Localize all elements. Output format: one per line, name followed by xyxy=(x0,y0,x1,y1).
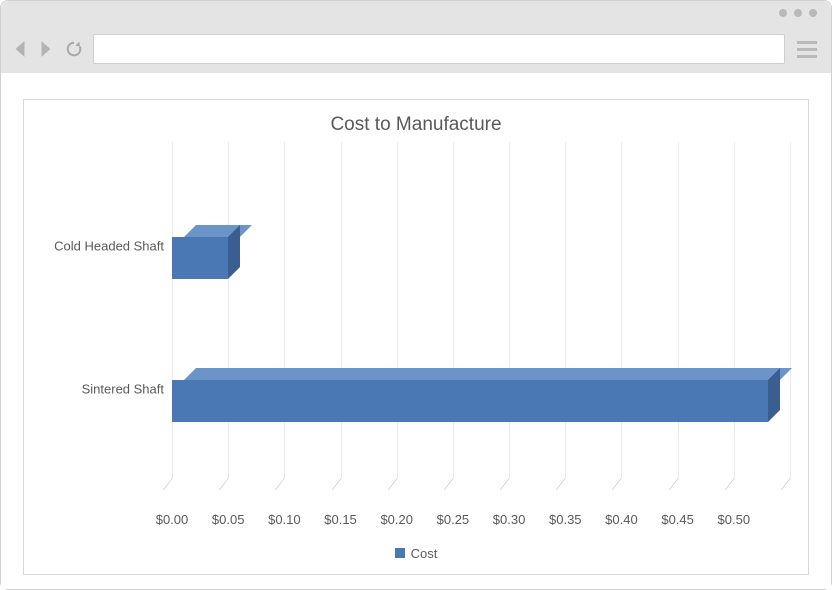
legend: Cost xyxy=(42,540,790,566)
x-tick-label: $0.40 xyxy=(605,512,638,527)
grid-line xyxy=(565,142,566,478)
window-dot xyxy=(809,9,817,17)
axis-tick xyxy=(724,478,734,490)
axis-tick xyxy=(612,478,622,490)
window-dot xyxy=(779,9,787,17)
y-category-label: Cold Headed Shaft xyxy=(54,239,164,254)
reload-icon xyxy=(65,40,83,58)
x-axis-row: $0.00 $0.05 $0.10 $0.15 $0.20 $0.25 $0.30 $0.35… xyxy=(42,506,790,540)
browser-window: Cost to Manufacture Cold Headed Shaft Sin… xyxy=(0,0,832,590)
axis-tick xyxy=(444,478,454,490)
x-tick-label: $0.45 xyxy=(661,512,694,527)
plot-wrap: Cold Headed Shaft Sintered Shaft xyxy=(42,142,790,506)
axis-tick xyxy=(781,478,791,490)
bar-top-face xyxy=(184,368,792,380)
grid-line xyxy=(284,142,285,478)
grid-line xyxy=(790,142,791,478)
x-tick-label: $0.05 xyxy=(212,512,245,527)
back-button[interactable] xyxy=(11,37,29,61)
bar xyxy=(172,225,240,279)
bar-front-face xyxy=(172,380,768,422)
chart-title: Cost to Manufacture xyxy=(42,114,790,136)
plot-area xyxy=(172,142,790,506)
legend-swatch xyxy=(395,548,405,558)
grid-line xyxy=(621,142,622,478)
reload-button[interactable] xyxy=(63,38,85,60)
grid-line xyxy=(397,142,398,478)
chart-panel: Cost to Manufacture Cold Headed Shaft Sin… xyxy=(23,99,809,575)
back-icon xyxy=(13,40,27,58)
axis-tick xyxy=(556,478,566,490)
y-category-label: Sintered Shaft xyxy=(82,381,164,396)
forward-icon xyxy=(39,40,53,58)
grid-line xyxy=(228,142,229,478)
x-tick-label: $0.30 xyxy=(493,512,526,527)
bar-front-face xyxy=(172,237,228,279)
content-area: Cost to Manufacture Cold Headed Shaft Sin… xyxy=(1,73,831,589)
url-input[interactable] xyxy=(93,34,785,64)
axis-tick xyxy=(275,478,285,490)
window-dot xyxy=(794,9,802,17)
menu-icon xyxy=(797,48,817,51)
bar-side-face xyxy=(228,225,240,279)
grid-line xyxy=(453,142,454,478)
x-spacer xyxy=(42,506,172,540)
axis-tick xyxy=(668,478,678,490)
bar-top-face xyxy=(184,225,252,237)
grid-line xyxy=(678,142,679,478)
x-tick-label: $0.15 xyxy=(324,512,357,527)
grid-line xyxy=(509,142,510,478)
axis-tick xyxy=(331,478,341,490)
y-axis-labels: Cold Headed Shaft Sintered Shaft xyxy=(42,142,172,506)
grid-line xyxy=(734,142,735,478)
forward-button[interactable] xyxy=(37,37,55,61)
axis-tick xyxy=(219,478,229,490)
menu-button[interactable] xyxy=(793,41,821,58)
bar xyxy=(172,368,780,422)
x-tick-label: $0.50 xyxy=(718,512,751,527)
grid-line xyxy=(341,142,342,478)
legend-label: Cost xyxy=(411,546,438,561)
x-tick-label: $0.10 xyxy=(268,512,301,527)
x-tick-label: $0.00 xyxy=(156,512,189,527)
titlebar xyxy=(1,1,831,25)
grid-line xyxy=(172,142,173,478)
x-tick-label: $0.20 xyxy=(380,512,413,527)
menu-icon xyxy=(797,55,817,58)
browser-toolbar xyxy=(1,25,831,73)
x-tick-label: $0.35 xyxy=(549,512,582,527)
axis-tick xyxy=(387,478,397,490)
x-tick-label: $0.25 xyxy=(437,512,470,527)
x-axis-labels: $0.00$0.05$0.10$0.15$0.20$0.25$0.30$0.35… xyxy=(172,506,790,540)
menu-icon xyxy=(797,41,817,44)
axis-tick xyxy=(500,478,510,490)
